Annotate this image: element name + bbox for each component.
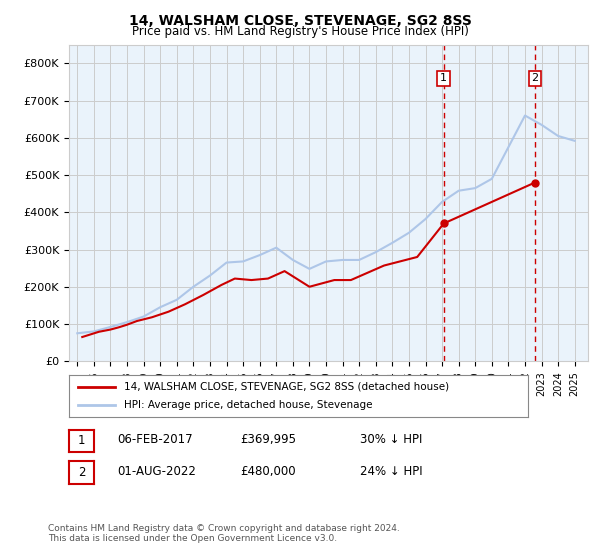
Text: 30% ↓ HPI: 30% ↓ HPI (360, 433, 422, 446)
Text: 24% ↓ HPI: 24% ↓ HPI (360, 465, 422, 478)
Text: Contains HM Land Registry data © Crown copyright and database right 2024.
This d: Contains HM Land Registry data © Crown c… (48, 524, 400, 543)
Text: 1: 1 (78, 434, 85, 447)
Text: 01-AUG-2022: 01-AUG-2022 (117, 465, 196, 478)
Text: 2: 2 (532, 73, 539, 83)
Text: £369,995: £369,995 (240, 433, 296, 446)
Text: 1: 1 (440, 73, 447, 83)
Text: £480,000: £480,000 (240, 465, 296, 478)
Text: HPI: Average price, detached house, Stevenage: HPI: Average price, detached house, Stev… (124, 400, 373, 410)
Text: 06-FEB-2017: 06-FEB-2017 (117, 433, 193, 446)
Text: 2: 2 (78, 466, 85, 479)
Text: Price paid vs. HM Land Registry's House Price Index (HPI): Price paid vs. HM Land Registry's House … (131, 25, 469, 38)
Text: 14, WALSHAM CLOSE, STEVENAGE, SG2 8SS: 14, WALSHAM CLOSE, STEVENAGE, SG2 8SS (128, 14, 472, 28)
Text: 14, WALSHAM CLOSE, STEVENAGE, SG2 8SS (detached house): 14, WALSHAM CLOSE, STEVENAGE, SG2 8SS (d… (124, 382, 449, 392)
